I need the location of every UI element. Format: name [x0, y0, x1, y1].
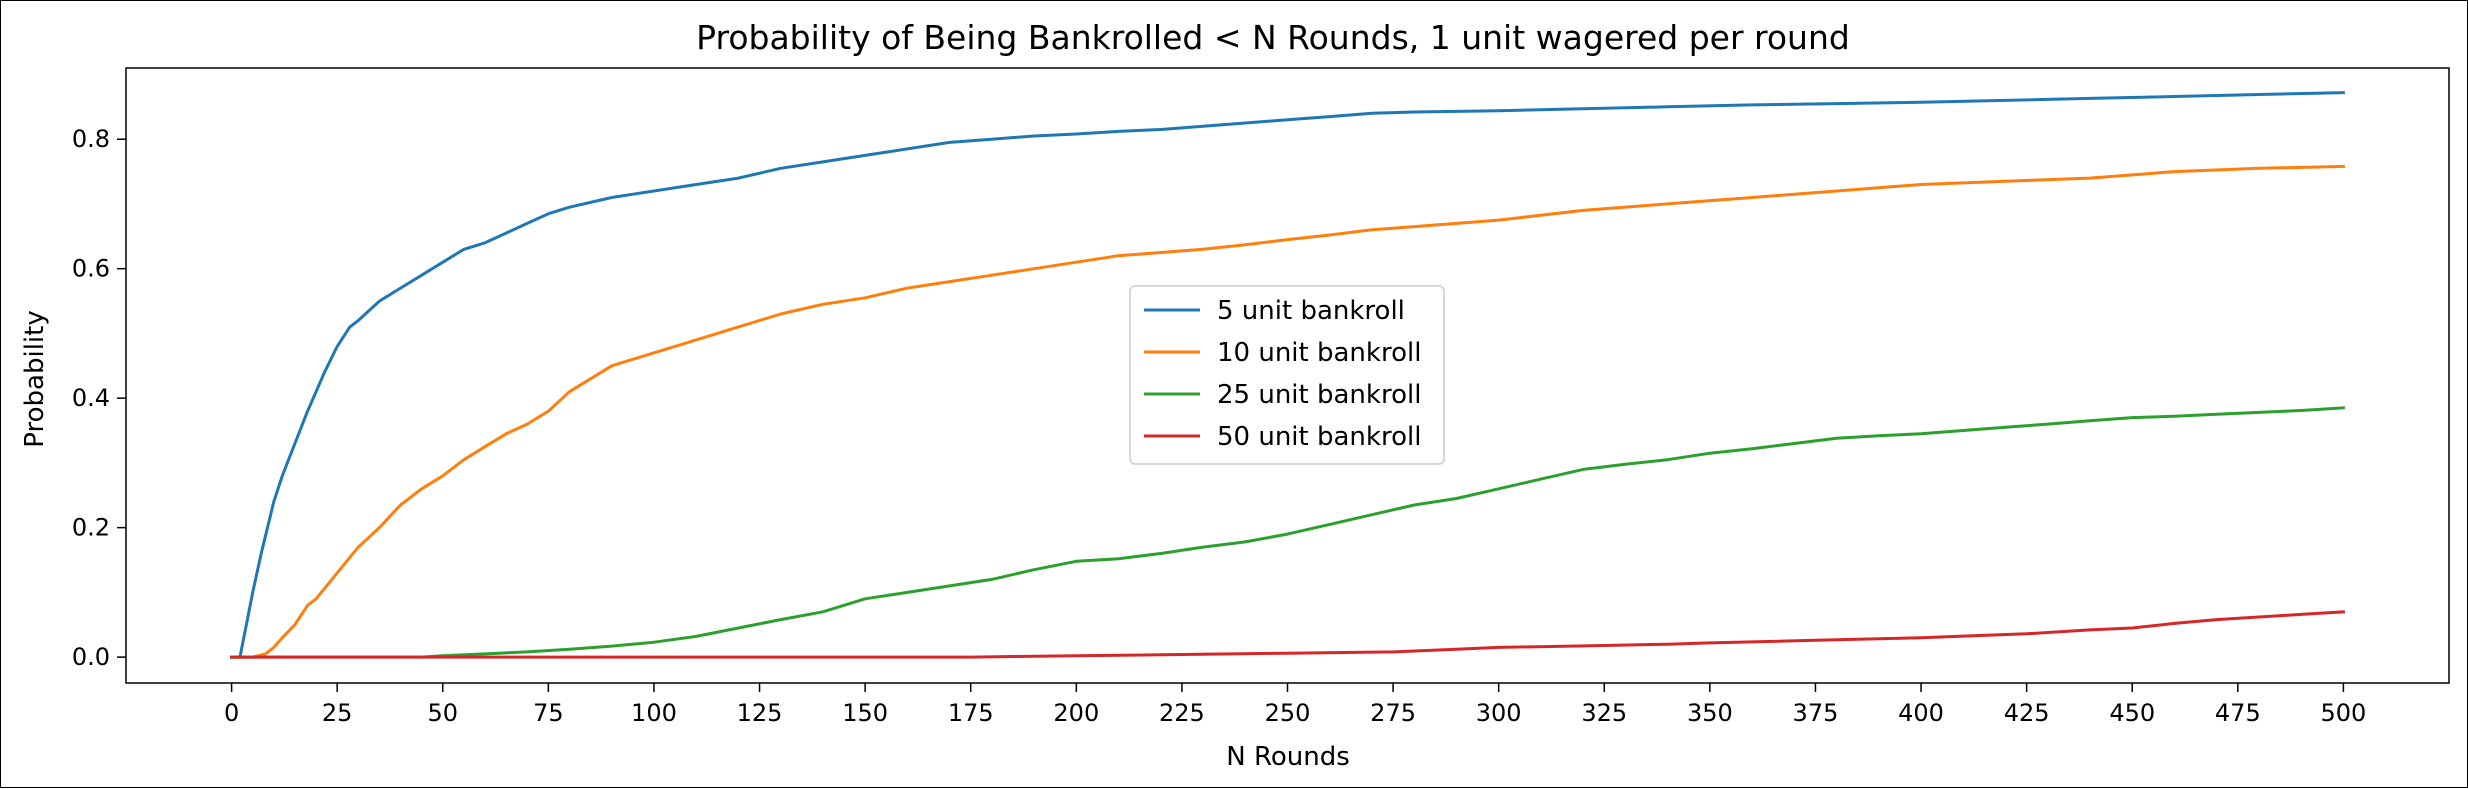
y-tick-label: 0.4 — [72, 384, 110, 412]
series-line-1 — [230, 164, 2345, 659]
y-tick-label: 0.8 — [72, 125, 110, 153]
x-tick-label: 350 — [1687, 699, 1733, 727]
x-tick-label: 475 — [2215, 699, 2261, 727]
series-line-0 — [230, 91, 2345, 659]
y-axis: 0.0 0.2 0.4 0.6 0.8 — [72, 125, 126, 671]
x-tick-label: 175 — [948, 699, 994, 727]
x-tick-label: 50 — [427, 699, 458, 727]
x-tick-label: 500 — [2321, 699, 2367, 727]
x-tick-label: 275 — [1370, 699, 1416, 727]
x-tick-label: 125 — [737, 699, 783, 727]
x-tick-label: 100 — [631, 699, 677, 727]
legend-label-3: 50 unit bankroll — [1217, 422, 1421, 452]
x-tick-label: 425 — [2004, 699, 2050, 727]
series-line-2 — [230, 406, 2345, 659]
x-tick-label: 75 — [533, 699, 564, 727]
x-tick-label: 325 — [1581, 699, 1627, 727]
legend-label-1: 10 unit bankroll — [1217, 338, 1421, 368]
x-axis-label: N Rounds — [1226, 742, 1350, 772]
x-tick-label: 400 — [1898, 699, 1944, 727]
legend-label-0: 5 unit bankroll — [1217, 296, 1405, 326]
y-tick-label: 0.0 — [72, 643, 110, 671]
legend-box — [1129, 285, 1445, 465]
x-tick-label: 250 — [1265, 699, 1311, 727]
x-tick-label: 450 — [2109, 699, 2155, 727]
series-layer — [230, 91, 2345, 659]
x-tick-label: 150 — [842, 699, 888, 727]
series-line-3 — [230, 610, 2345, 659]
y-axis-label: Probability — [20, 310, 50, 447]
legend: 5 unit bankroll 10 unit bankroll 25 unit b… — [1129, 285, 1445, 465]
x-tick-label: 0 — [224, 699, 239, 727]
y-tick-label: 0.6 — [72, 255, 110, 283]
x-tick-label: 200 — [1053, 699, 1099, 727]
x-tick-label: 225 — [1159, 699, 1205, 727]
y-tick-label: 0.2 — [72, 514, 110, 542]
x-tick-label: 300 — [1476, 699, 1522, 727]
chart-title: Probability of Being Bankrolled < N Roun… — [696, 18, 1850, 57]
x-tick-label: 25 — [322, 699, 353, 727]
legend-label-2: 25 unit bankroll — [1217, 380, 1421, 410]
x-axis: 0 25 50 75 100 125 150 175 200 225 250 275 300 325 350… — [224, 683, 2366, 727]
x-tick-label: 375 — [1793, 699, 1839, 727]
